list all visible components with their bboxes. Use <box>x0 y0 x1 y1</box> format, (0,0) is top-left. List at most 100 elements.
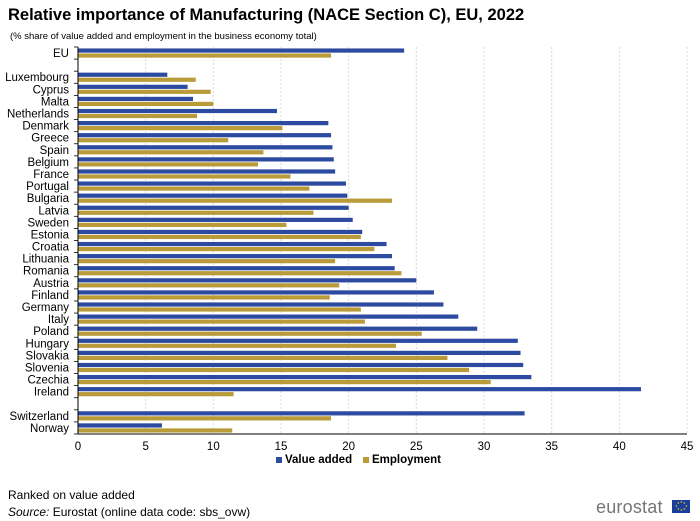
chart-subtitle: (% share of value added and employment i… <box>10 31 317 42</box>
category-label: Hungary <box>26 338 70 350</box>
bar-employment <box>78 319 365 324</box>
source-label: Source: <box>8 505 50 519</box>
category-label: Latvia <box>38 205 69 217</box>
bar-value-added <box>78 108 277 114</box>
bar-employment <box>78 53 332 58</box>
bar-employment <box>78 174 291 179</box>
category-label: Romania <box>23 266 70 278</box>
x-tick-label: 10 <box>207 441 220 453</box>
source-text: Eurostat (online data code: sbs_ovw) <box>49 505 251 519</box>
category-label: Sweden <box>27 217 69 229</box>
category-label: Finland <box>31 290 69 302</box>
bar-value-added <box>78 169 336 174</box>
bar-employment <box>78 222 287 227</box>
bar-value-added <box>78 326 478 331</box>
category-label: Poland <box>33 326 69 338</box>
x-tick-label: 0 <box>75 441 81 453</box>
bar-value-added <box>78 423 162 428</box>
chart-title: Relative importance of Manufacturing (NA… <box>8 6 525 24</box>
bar-value-added <box>78 411 525 416</box>
category-label: France <box>33 169 69 181</box>
bar-employment <box>78 234 361 240</box>
bar-employment <box>78 343 397 348</box>
ranking-note: Ranked on value added <box>8 488 135 502</box>
category-label: Switzerland <box>10 411 69 423</box>
bar-value-added <box>78 157 334 162</box>
bar-employment <box>78 113 198 119</box>
category-label: Spain <box>40 145 69 157</box>
legend-swatch-value-added <box>276 457 282 463</box>
category-label: Belgium <box>27 157 69 169</box>
eu-flag-icon: ★ ★ ★ ★ ★ ★ ★ ★ <box>672 500 690 513</box>
bar-value-added <box>78 387 641 392</box>
bar-employment <box>78 428 233 433</box>
category-label: Greece <box>31 133 69 145</box>
bar-value-added <box>78 374 532 380</box>
category-label: Luxembourg <box>5 72 69 84</box>
bar-employment <box>78 89 211 94</box>
eurostat-logo[interactable]: eurostat ★ ★ ★ ★ ★ ★ ★ ★ <box>596 497 696 519</box>
bar-value-added <box>78 217 353 222</box>
category-label: Norway <box>30 423 69 435</box>
x-tick-label: 45 <box>681 441 694 453</box>
x-tick-label: 25 <box>410 441 423 453</box>
bar-value-added <box>78 205 349 210</box>
category-label: Malta <box>41 96 70 108</box>
bar-value-added <box>78 72 168 77</box>
category-label: Italy <box>48 314 69 326</box>
bar-value-added <box>78 193 348 198</box>
bar-value-added <box>78 133 332 138</box>
bar-employment <box>78 186 310 191</box>
category-label: Estonia <box>31 229 70 241</box>
x-tick-label: 35 <box>545 441 558 453</box>
x-tick-label: 15 <box>275 441 288 453</box>
bar-value-added <box>78 278 417 283</box>
bar-employment <box>78 162 258 167</box>
bar-value-added <box>78 48 405 53</box>
bar-employment <box>78 126 283 131</box>
category-label: Slovakia <box>26 350 70 362</box>
category-label: Germany <box>22 302 70 314</box>
x-tick-label: 40 <box>613 441 626 453</box>
category-label: Austria <box>33 278 69 290</box>
legend-label: Employment <box>372 454 441 466</box>
bar-value-added <box>78 314 459 319</box>
bar-value-added <box>78 350 521 355</box>
bar-employment <box>78 77 196 82</box>
category-label: Netherlands <box>7 109 69 121</box>
bar-value-added <box>78 338 518 343</box>
bar-employment <box>78 295 330 300</box>
category-label: EU <box>53 48 69 60</box>
bar-employment <box>78 416 332 421</box>
category-label: Cyprus <box>33 84 70 96</box>
bar-employment <box>78 392 234 397</box>
bar-value-added <box>78 121 329 126</box>
bar-value-added <box>78 229 363 235</box>
bar-value-added <box>78 254 392 259</box>
category-label: Czechia <box>27 375 69 387</box>
bar-value-added <box>78 266 395 271</box>
legend-label: Value added <box>285 454 352 466</box>
bar-value-added <box>78 181 346 186</box>
bar-value-added <box>78 302 444 307</box>
x-tick-label: 20 <box>342 441 355 453</box>
bar-value-added <box>78 145 333 150</box>
bar-value-added <box>78 290 434 295</box>
bar-employment <box>78 101 214 107</box>
bar-employment <box>78 331 422 336</box>
bar-employment <box>78 379 491 385</box>
bar-employment <box>78 246 375 252</box>
x-tick-label: 30 <box>478 441 491 453</box>
category-label: Portugal <box>26 181 69 193</box>
category-label: Bulgaria <box>27 193 70 205</box>
category-label: Slovenia <box>25 362 70 374</box>
bar-value-added <box>78 96 194 102</box>
bar-employment <box>78 271 402 276</box>
category-label: Lithuania <box>22 254 69 266</box>
bar-employment <box>78 210 314 215</box>
bar-employment <box>78 367 470 373</box>
bar-employment <box>78 283 340 288</box>
source-note: Source: Eurostat (online data code: sbs_… <box>8 505 250 519</box>
bar-value-added <box>78 84 188 89</box>
